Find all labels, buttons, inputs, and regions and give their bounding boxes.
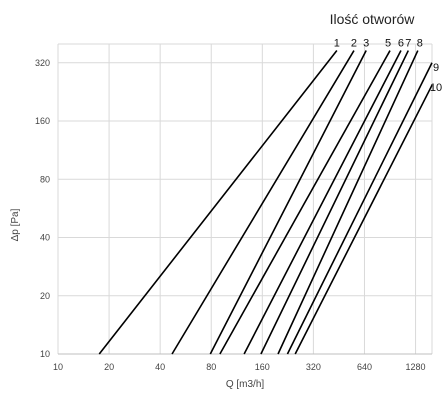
series-line-2: [171, 50, 355, 355]
series-line-3: [209, 50, 367, 355]
x-tick-label: 320: [306, 362, 321, 372]
chart-title: Ilość otworów: [330, 11, 416, 27]
x-axis-label: Q [m3/h]: [226, 379, 265, 390]
series-label-9: 9: [433, 62, 439, 74]
series-label-5: 5: [385, 38, 391, 50]
series-label-8: 8: [417, 38, 423, 50]
y-tick-label: 160: [35, 116, 50, 126]
series-label-2: 2: [351, 38, 357, 50]
series-line-8: [277, 50, 419, 355]
series-line-9: [286, 62, 433, 355]
grid: [57, 43, 433, 355]
series-lines: 1 2 3 5 6 7 89 10: [98, 38, 442, 355]
x-tick-label: 640: [357, 362, 372, 372]
x-tick-label: 20: [104, 362, 114, 372]
y-axis-label: Δp [Pa]: [10, 208, 21, 241]
series-label-7: 7: [405, 38, 411, 50]
series-line-5: [219, 50, 391, 355]
x-tick-label: 160: [255, 362, 270, 372]
series-line-10: [294, 84, 433, 355]
x-tick-label: 80: [206, 362, 216, 372]
series-label-10: 10: [430, 82, 442, 94]
series-line-1: [98, 50, 338, 355]
series-label-3: 3: [363, 38, 369, 50]
x-tick-label: 1280: [406, 362, 426, 372]
y-tick-label: 320: [35, 58, 50, 68]
series-line-6: [243, 50, 402, 355]
y-tick-label: 20: [40, 291, 50, 301]
y-tick-label: 10: [40, 349, 50, 359]
series-line-7: [260, 50, 410, 355]
y-tick-label: 80: [40, 174, 50, 184]
x-tick-label: 10: [53, 362, 63, 372]
series-label-6: 6: [398, 38, 404, 50]
y-tick-label: 40: [40, 233, 50, 243]
x-tick-label: 40: [155, 362, 165, 372]
series-label-1: 1: [334, 38, 340, 50]
